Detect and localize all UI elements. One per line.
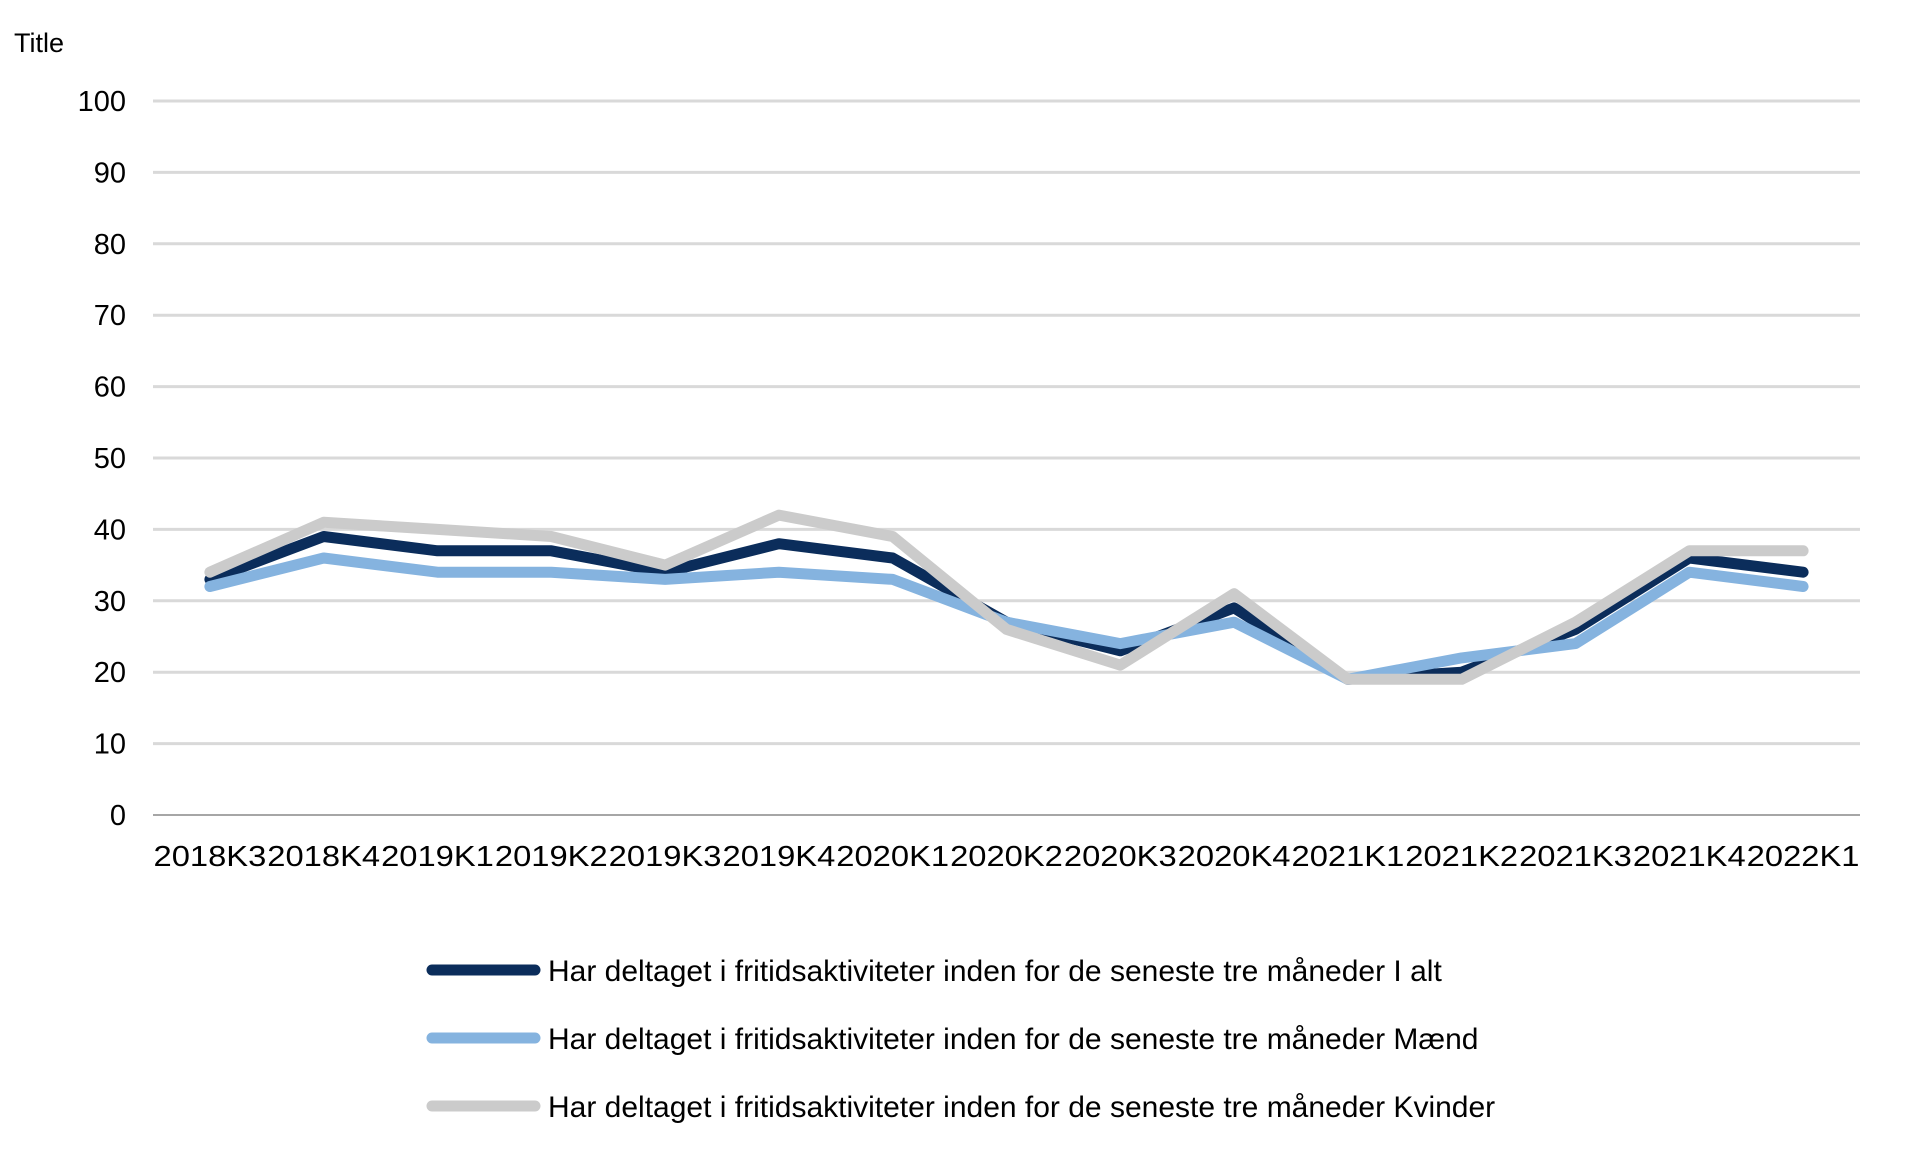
series-lines <box>204 509 1809 685</box>
legend-label: Har deltaget i fritidsaktiviteter inden … <box>548 1091 1495 1124</box>
y-tick-label: 0 <box>110 800 126 832</box>
x-tick-label: 2021K4 <box>1633 841 1746 873</box>
y-axis-title: Title <box>14 28 64 58</box>
x-tick-label: 2021K1 <box>1292 841 1405 873</box>
x-tick-label: 2020K4 <box>1178 841 1291 873</box>
y-tick-label: 90 <box>94 157 126 189</box>
x-tick-label: 2022K1 <box>1747 841 1860 873</box>
y-tick-label: 10 <box>94 729 126 761</box>
y-tick-label: 20 <box>94 657 126 689</box>
y-tick-label: 40 <box>94 514 126 546</box>
y-tick-label: 100 <box>78 86 126 118</box>
y-tick-label: 70 <box>94 300 126 332</box>
y-tick-label: 80 <box>94 229 126 261</box>
x-tick-label: 2019K3 <box>609 841 722 873</box>
x-tick-label: 2021K3 <box>1519 841 1632 873</box>
x-axis-ticks: 2018K3 2018K4 2019K1 2019K2 2019K3 2019K4 2020… <box>154 841 1860 873</box>
legend: Har deltaget i fritidsaktiviteter inden … <box>426 955 1495 1124</box>
x-tick-label: 2019K2 <box>495 841 608 873</box>
series-line-3 <box>204 509 1809 685</box>
gridlines <box>153 99 1860 746</box>
x-tick-label: 2020K3 <box>1064 841 1177 873</box>
series-line-2 <box>204 552 1809 685</box>
y-tick-label: 50 <box>94 443 126 475</box>
x-tick-label: 2020K2 <box>950 841 1063 873</box>
legend-item: Har deltaget i fritidsaktiviteter inden … <box>426 1091 1495 1124</box>
y-tick-label: 60 <box>94 372 126 404</box>
legend-item: Har deltaget i fritidsaktiviteter inden … <box>426 955 1442 988</box>
x-tick-label: 2018K3 <box>154 841 267 873</box>
x-tick-label: 2019K1 <box>381 841 494 873</box>
legend-label: Har deltaget i fritidsaktiviteter inden … <box>548 955 1442 988</box>
legend-label: Har deltaget i fritidsaktiviteter inden … <box>548 1023 1478 1056</box>
x-tick-label: 2018K4 <box>267 841 380 873</box>
y-axis-ticks: 0 10 20 30 40 50 60 70 80 90 100 <box>78 86 126 832</box>
series-line-1 <box>204 531 1809 685</box>
x-tick-label: 2019K4 <box>723 841 836 873</box>
x-tick-label: 2020K1 <box>836 841 949 873</box>
legend-item: Har deltaget i fritidsaktiviteter inden … <box>426 1023 1478 1056</box>
y-tick-label: 30 <box>94 586 126 618</box>
x-tick-label: 2021K2 <box>1405 841 1518 873</box>
